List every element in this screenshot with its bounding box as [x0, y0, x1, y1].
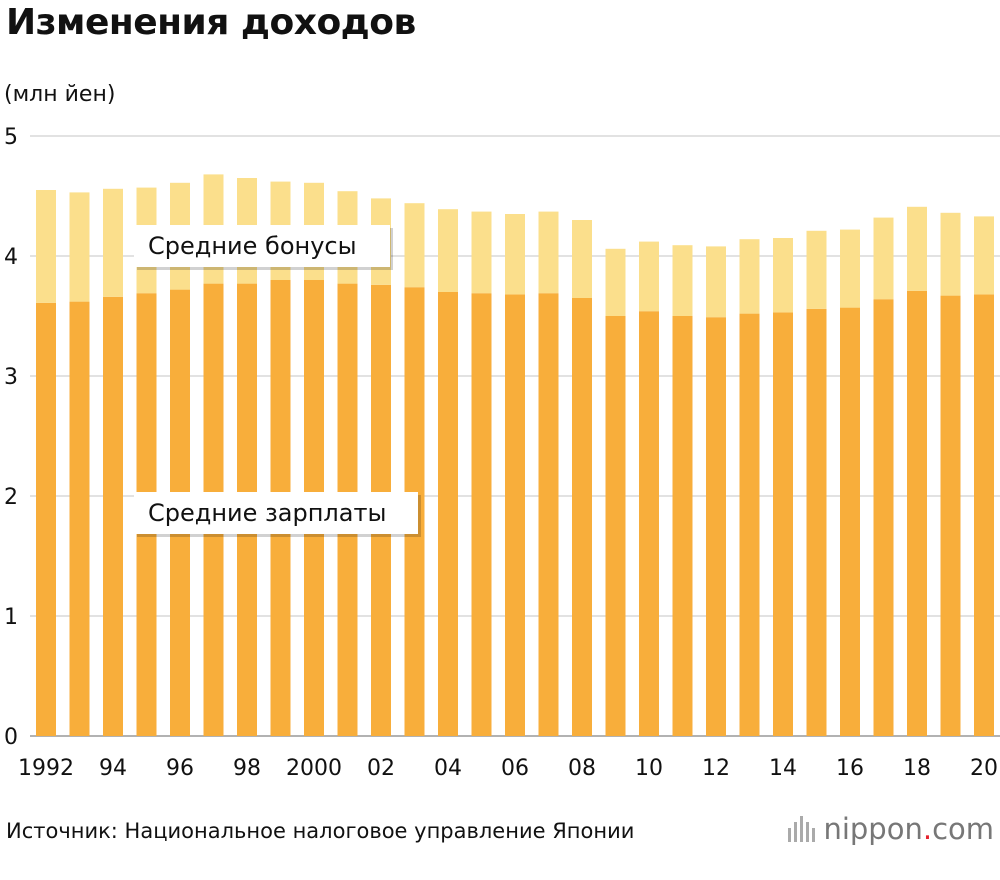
bar-salary-2020 [974, 294, 994, 736]
y-tick-label-3: 3 [4, 365, 18, 390]
legend-label-bonus-box [134, 225, 390, 267]
bar-salary-2009 [605, 316, 626, 736]
bar-bonus-2005 [471, 211, 492, 294]
bar-bonus-2007 [538, 211, 559, 294]
bar-bonus-2008 [572, 220, 592, 298]
bar-bonus-2013 [739, 239, 760, 314]
bar-bonus-2014 [773, 238, 793, 313]
bar-salary-2013 [739, 313, 760, 736]
y-tick-label-5: 5 [4, 125, 18, 150]
brand-logo: nippon. com [788, 812, 994, 846]
x-tick-label-14: 14 [769, 756, 797, 781]
x-tick-label-18: 18 [903, 756, 931, 781]
bar-salary-2004 [438, 292, 458, 736]
bar-salary-2014 [773, 312, 793, 736]
x-tick-label-94: 94 [99, 756, 127, 781]
y-tick-label-1: 1 [4, 605, 18, 630]
y-tick-label-0: 0 [4, 725, 18, 750]
bar-bonus-1993 [69, 192, 90, 302]
chart-title: Изменения доходов [6, 2, 416, 43]
bar-salary-2012 [706, 317, 726, 736]
bar-salary-2019 [940, 295, 961, 736]
x-tick-label-12: 12 [702, 756, 730, 781]
bar-bonus-1994 [103, 188, 123, 297]
brand-name: nippon [823, 812, 923, 846]
legend-label-salary: Средние зарплаты [148, 499, 386, 527]
bar-salary-1992 [36, 302, 56, 736]
x-tick-label-10: 10 [635, 756, 663, 781]
brand-dot: . [922, 812, 933, 846]
bar-bonus-2020 [974, 216, 994, 295]
bar-bonus-2019 [940, 212, 961, 296]
bar-salary-2006 [505, 294, 525, 736]
x-tick-label-04: 04 [434, 756, 462, 781]
bar-bonus-2003 [404, 203, 425, 288]
x-tick-label-20: 20 [970, 756, 998, 781]
x-tick-label-06: 06 [501, 756, 529, 781]
bar-salary-2007 [538, 293, 559, 736]
x-tick-label-16: 16 [836, 756, 864, 781]
bar-bonus-2009 [605, 248, 626, 316]
bar-salary-2018 [907, 290, 927, 736]
legend-label-salary-box [134, 492, 418, 534]
source-note: Источник: Национальное налоговое управле… [6, 819, 635, 843]
y-tick-label-2: 2 [4, 485, 18, 510]
bar-bonus-2018 [907, 206, 927, 291]
x-tick-label-2000: 2000 [286, 756, 342, 781]
bar-bonus-2012 [706, 246, 726, 318]
bar-bonus-2017 [873, 217, 894, 300]
bar-bonus-2015 [806, 230, 827, 309]
y-tick-label-4: 4 [4, 245, 18, 270]
legend-label-bonus: Средние бонусы [148, 232, 357, 260]
bar-salary-2015 [806, 308, 827, 736]
bar-salary-2016 [840, 307, 860, 736]
x-tick-label-1992: 1992 [18, 756, 74, 781]
y-axis-unit-label: (млн йен) [4, 82, 116, 107]
x-tick-label-02: 02 [367, 756, 395, 781]
bar-bonus-2011 [672, 245, 693, 316]
bar-salary-2011 [672, 316, 693, 736]
bar-salary-2005 [471, 293, 492, 736]
x-tick-label-98: 98 [233, 756, 261, 781]
bar-salary-2017 [873, 299, 894, 736]
brand-suffix: com [932, 812, 994, 846]
nippon-bars-icon [788, 816, 816, 842]
bar-bonus-1992 [36, 190, 56, 303]
bar-bonus-2006 [505, 214, 525, 295]
x-tick-label-08: 08 [568, 756, 596, 781]
x-tick-label-96: 96 [166, 756, 194, 781]
bar-bonus-2004 [438, 209, 458, 292]
bar-bonus-2010 [639, 241, 659, 312]
bar-salary-1994 [103, 296, 123, 736]
bar-salary-2010 [639, 311, 659, 736]
bar-salary-2008 [572, 298, 592, 736]
bar-bonus-2016 [840, 229, 860, 308]
bar-salary-1993 [69, 301, 90, 736]
